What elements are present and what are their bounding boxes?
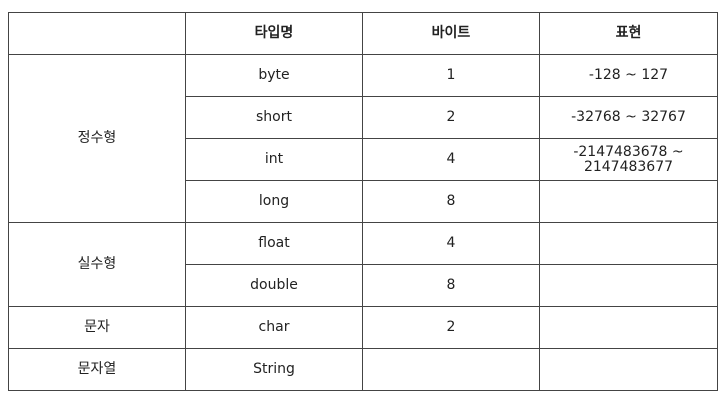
bytes-cell: 8	[362, 180, 540, 223]
bytes-cell: 4	[362, 222, 540, 265]
data-types-table: 타입명 바이트 표현 정수형 byte 1 -128 ~ 127 short 2…	[8, 12, 718, 391]
range-cell	[539, 348, 718, 391]
type-name-cell: float	[185, 222, 363, 265]
bytes-cell: 4	[362, 138, 540, 181]
type-name-cell: double	[185, 264, 363, 307]
category-cell: 문자	[8, 306, 186, 349]
category-cell: 실수형	[8, 222, 186, 307]
header-row: 타입명 바이트 표현	[8, 12, 718, 55]
header-range: 표현	[539, 12, 718, 55]
bytes-cell	[362, 348, 540, 391]
table-row: double 8	[9, 264, 718, 307]
type-name-cell: short	[185, 96, 363, 139]
range-cell	[539, 180, 718, 223]
type-name-cell: long	[185, 180, 363, 223]
type-name-cell: String	[185, 348, 363, 391]
category-cell: 문자열	[8, 348, 186, 391]
category-cell: 정수형	[8, 54, 186, 223]
range-cell: -2147483678 ~ 2147483677	[539, 138, 718, 181]
header-bytes: 바이트	[362, 12, 540, 55]
range-cell	[539, 222, 718, 265]
table-row: long 8	[9, 180, 718, 223]
bytes-cell: 2	[362, 306, 540, 349]
table-row: 문자열 String	[8, 348, 718, 391]
type-name-cell: char	[185, 306, 363, 349]
table-row: short 2 -32768 ~ 32767	[9, 96, 718, 139]
type-name-cell: int	[185, 138, 363, 181]
header-type-name: 타입명	[185, 12, 363, 55]
range-cell	[539, 306, 718, 349]
bytes-cell: 2	[362, 96, 540, 139]
header-category	[8, 12, 186, 55]
range-cell: -128 ~ 127	[539, 54, 718, 97]
range-cell: -32768 ~ 32767	[539, 96, 718, 139]
table-row: 실수형 float 4	[8, 222, 718, 307]
table-row: 문자 char 2	[8, 306, 718, 349]
type-name-cell: byte	[185, 54, 363, 97]
bytes-cell: 8	[362, 264, 540, 307]
bytes-cell: 1	[362, 54, 540, 97]
table-row: 정수형 byte 1 -128 ~ 127	[8, 54, 718, 223]
range-cell	[539, 264, 718, 307]
